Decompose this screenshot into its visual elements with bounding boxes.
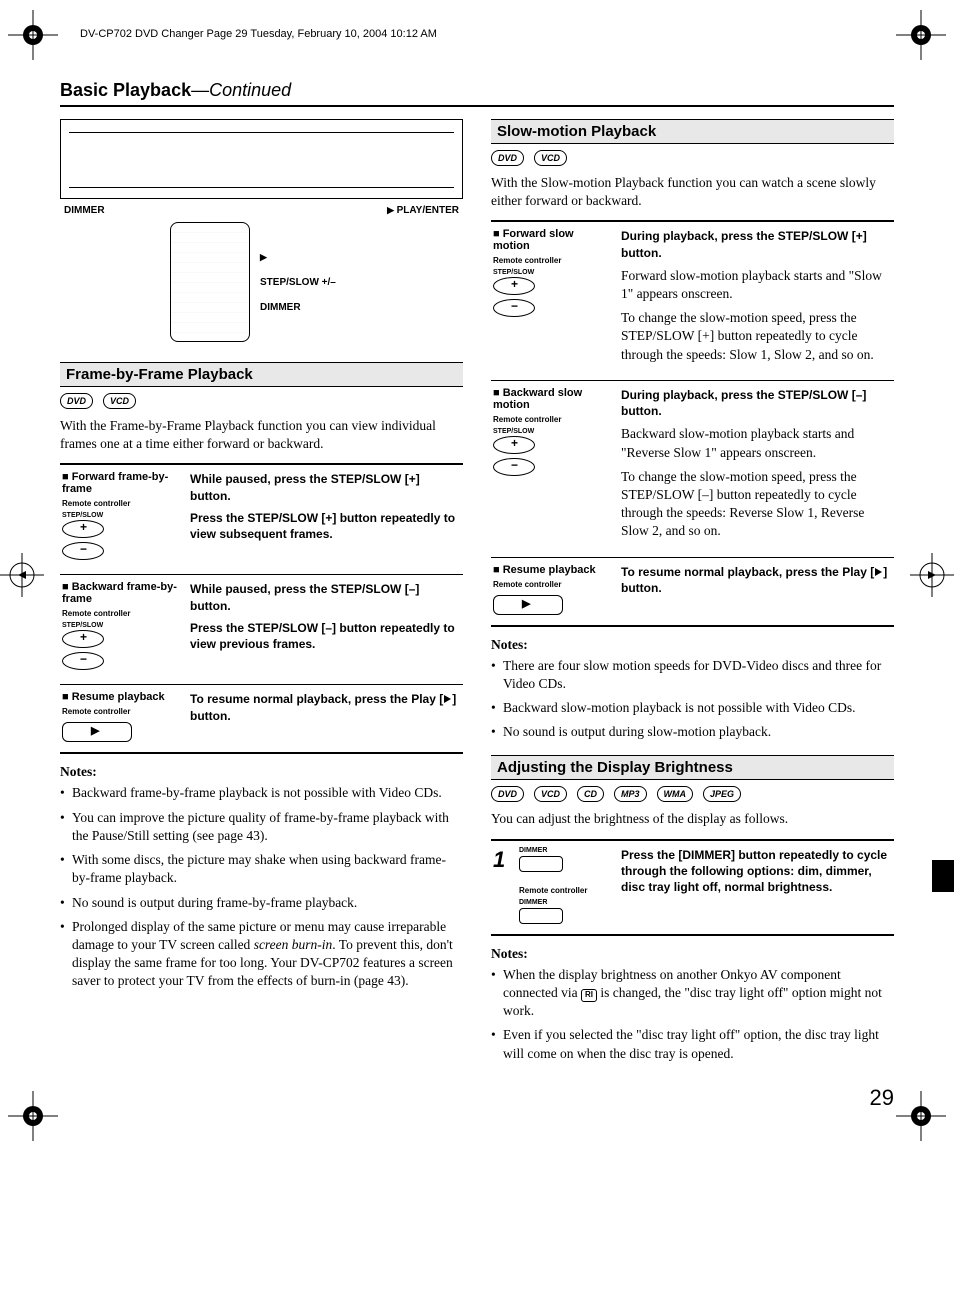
row-sub: Remote controller xyxy=(62,609,180,618)
disc-tag-vcd: VCD xyxy=(534,786,567,802)
slow-heading: Slow-motion Playback xyxy=(491,119,894,144)
remote-diagram xyxy=(170,222,250,342)
table-row: Backward slow motion Remote controller S… xyxy=(491,381,894,558)
notes-title: Notes: xyxy=(60,764,463,780)
slow-intro: With the Slow-motion Playback function y… xyxy=(491,174,894,210)
disc-tag-dvd: DVD xyxy=(491,786,524,802)
note-item: When the display brightness on another O… xyxy=(491,966,894,1021)
disc-tag-wma: WMA xyxy=(657,786,694,802)
table-row: Backward frame-by-frame Remote controlle… xyxy=(60,575,463,685)
step-button-graphic: STEP/SLOW xyxy=(493,269,611,317)
document-meta: DV-CP702 DVD Changer Page 29 Tuesday, Fe… xyxy=(60,28,894,40)
frame-heading: Frame-by-Frame Playback xyxy=(60,362,463,387)
note-item: Even if you selected the "disc tray ligh… xyxy=(491,1026,894,1062)
row-label: Backward frame-by-frame xyxy=(62,581,180,605)
row-label: Resume playback xyxy=(62,691,180,703)
ri-icon: RI xyxy=(581,989,597,1002)
device-diagram xyxy=(60,119,463,199)
step-button-graphic: STEP/SLOW xyxy=(493,428,611,476)
disc-tag-mp3: MP3 xyxy=(614,786,647,802)
step-number: 1 xyxy=(493,847,511,924)
brightness-intro: You can adjust the brightness of the dis… xyxy=(491,810,894,828)
disc-tag-vcd: VCD xyxy=(534,150,567,166)
step-button-graphic: STEP/SLOW xyxy=(62,622,180,670)
disc-tag-dvd: DVD xyxy=(491,150,524,166)
note-item: No sound is output during frame-by-frame… xyxy=(60,894,463,912)
row-sub: Remote controller xyxy=(62,499,180,508)
header-title-dash: — xyxy=(191,80,209,100)
play-button-graphic xyxy=(62,722,132,742)
row-sub: Remote controller xyxy=(493,580,611,589)
row-text: During playback, press the STEP/SLOW [–]… xyxy=(621,387,892,419)
row-sub: Remote controller xyxy=(493,415,611,424)
disc-tag-dvd: DVD xyxy=(60,393,93,409)
brightness-table: 1 DIMMER Remote controller DIMMER Press … xyxy=(491,839,894,936)
frame-intro: With the Frame-by-Frame Playback functio… xyxy=(60,417,463,453)
figure-label-dimmer2: DIMMER xyxy=(260,302,336,313)
table-row: Resume playback Remote controller To res… xyxy=(491,558,894,625)
row-text: To resume normal playback, press the Pla… xyxy=(190,691,461,723)
figure-label-stepslow: STEP/SLOW +/– xyxy=(260,277,336,288)
row-label: Forward frame-by-frame xyxy=(62,471,180,495)
row-sub: Remote controller xyxy=(62,707,180,716)
frame-notes: Backward frame-by-frame playback is not … xyxy=(60,784,463,990)
row-label: Backward slow motion xyxy=(493,387,611,411)
dimmer-button-graphic: DIMMER Remote controller DIMMER xyxy=(519,847,587,924)
frame-table: Forward frame-by-frame Remote controller… xyxy=(60,463,463,754)
row-text: To change the slow-motion speed, press t… xyxy=(621,468,892,541)
table-row: 1 DIMMER Remote controller DIMMER Press … xyxy=(491,841,894,934)
step-button-graphic: STEP/SLOW xyxy=(62,512,180,560)
row-text: While paused, press the STEP/SLOW [–] bu… xyxy=(190,581,461,613)
note-item: There are four slow motion speeds for DV… xyxy=(491,657,894,693)
table-row: Forward slow motion Remote controller ST… xyxy=(491,222,894,380)
note-item: You can improve the picture quality of f… xyxy=(60,809,463,845)
notes-title: Notes: xyxy=(491,946,894,962)
row-text: Press the STEP/SLOW [–] button repeatedl… xyxy=(190,620,461,652)
header-title-italic: Continued xyxy=(209,80,291,100)
section-tab xyxy=(932,860,954,892)
disc-tag-jpeg: JPEG xyxy=(703,786,741,802)
row-label: Forward slow motion xyxy=(493,228,611,252)
brightness-heading: Adjusting the Display Brightness xyxy=(491,755,894,780)
disc-tag-cd: CD xyxy=(577,786,604,802)
row-text: To resume normal playback, press the Pla… xyxy=(621,564,892,596)
row-text: Press the [DIMMER] button repeatedly to … xyxy=(621,847,892,896)
row-text: Press the STEP/SLOW [+] button repeatedl… xyxy=(190,510,461,542)
page-header: Basic Playback—Continued xyxy=(60,80,894,107)
note-item: No sound is output during slow-motion pl… xyxy=(491,723,894,741)
slow-notes: There are four slow motion speeds for DV… xyxy=(491,657,894,742)
table-row: Forward frame-by-frame Remote controller… xyxy=(60,465,463,575)
left-column: DIMMER PLAY/ENTER STEP/SLOW +/– DIMMER F… xyxy=(60,119,463,1077)
row-label: Resume playback xyxy=(493,564,611,576)
row-text: To change the slow-motion speed, press t… xyxy=(621,309,892,364)
figure-label-dimmer: DIMMER xyxy=(64,205,105,216)
note-item: Backward frame-by-frame playback is not … xyxy=(60,784,463,802)
row-text: While paused, press the STEP/SLOW [+] bu… xyxy=(190,471,461,503)
brightness-notes: When the display brightness on another O… xyxy=(491,966,894,1063)
note-item: Backward slow-motion playback is not pos… xyxy=(491,699,894,717)
row-text: Backward slow-motion playback starts and… xyxy=(621,425,892,461)
note-item: Prolonged display of the same picture or… xyxy=(60,918,463,991)
header-title-bold: Basic Playback xyxy=(60,80,191,100)
right-column: Slow-motion Playback DVD VCD With the Sl… xyxy=(491,119,894,1077)
play-button-graphic xyxy=(493,595,563,615)
table-row: Resume playback Remote controller To res… xyxy=(60,685,463,752)
figure-label-play-enter: PLAY/ENTER xyxy=(387,205,459,216)
row-sub: Remote controller xyxy=(493,256,611,265)
disc-tag-vcd: VCD xyxy=(103,393,136,409)
figure-label-arrow xyxy=(260,252,336,263)
page-number: 29 xyxy=(60,1085,894,1111)
note-item: With some discs, the picture may shake w… xyxy=(60,851,463,887)
notes-title: Notes: xyxy=(491,637,894,653)
row-text: During playback, press the STEP/SLOW [+]… xyxy=(621,228,892,260)
row-text: Forward slow-motion playback starts and … xyxy=(621,267,892,303)
slow-table: Forward slow motion Remote controller ST… xyxy=(491,220,894,626)
